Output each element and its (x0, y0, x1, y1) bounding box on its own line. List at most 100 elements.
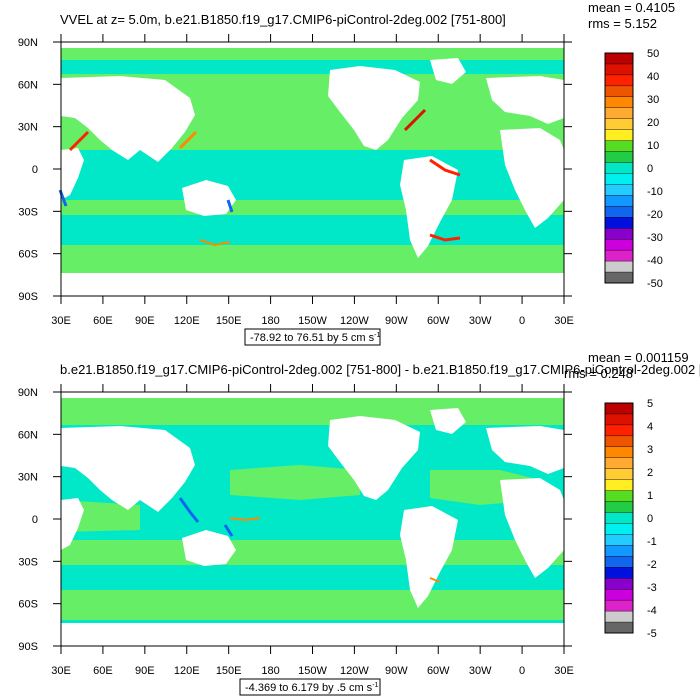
colorbar-swatch (604, 534, 634, 546)
positive-anomaly-patches (61, 397, 564, 620)
lat-tick-label: 60N (18, 79, 38, 91)
lon-tick-label: 0 (519, 315, 525, 327)
lon-tick-label: 90W (385, 665, 408, 677)
colorbar-swatch (604, 184, 634, 196)
colorbar-label: 3 (647, 444, 653, 456)
lon-tick-label: 60E (93, 665, 113, 677)
lat-tick-label: 0 (32, 164, 38, 176)
mean-stat: mean = 0.4105 (588, 0, 675, 15)
lon-tick-label: 150E (216, 665, 242, 677)
lon-tick-label: 150E (216, 315, 242, 327)
colorbar-swatch (604, 173, 634, 185)
colorbar-label: -3 (647, 582, 657, 594)
colorbar-swatch (604, 85, 634, 98)
lat-tick-label: 90N (18, 387, 38, 399)
lat-tick-label: 30S (18, 206, 38, 218)
panel-top: VVEL at z= 5.0m, b.e21.B1850.f19_g17.CMI… (18, 0, 675, 346)
lon-tick-label: 150W (298, 665, 327, 677)
lon-tick-label: 60E (93, 315, 113, 327)
rms-stat: rms = 5.152 (588, 16, 657, 31)
colorbar-swatch (604, 556, 634, 568)
colorbar-swatch (604, 490, 634, 503)
colorbar: 5 4 3 2 1 0 -1 -2 -3 -4 -5 (604, 398, 657, 640)
lat-tick-label: 60N (18, 429, 38, 441)
colorbar: 50 40 30 20 10 0 -10 -20 -30 -40 -50 (604, 48, 663, 290)
latitude-labels: 90N 60N 30N 0 30S 60S 90S (18, 37, 38, 303)
colorbar-label: 20 (647, 117, 659, 129)
range-label-box: -4.369 to 6.179 by .5 cm s-1 (239, 678, 381, 696)
colorbar-label: -50 (647, 278, 663, 290)
colorbar-swatch (604, 107, 634, 120)
lat-tick-label: 30N (18, 472, 38, 484)
longitude-labels: 30E 60E 90E 120E 150E 180 150W 120W 90W 60W 30W 0 30… (51, 315, 574, 327)
colorbar-swatch (604, 238, 634, 251)
svg-text:-78.92 to 76.51 by 5 cm s-1: -78.92 to 76.51 by 5 cm s-1 (250, 332, 380, 344)
colorbar-swatch (604, 217, 634, 229)
northern-band (61, 60, 564, 74)
lat-tick-label: 90S (18, 641, 38, 653)
colorbar-swatch (604, 63, 634, 76)
colorbar-swatch (604, 446, 634, 459)
colorbar-swatch (604, 457, 634, 470)
lat-tick-label: 30N (18, 122, 38, 134)
colorbar-swatch (604, 162, 634, 174)
lon-tick-label: 60W (427, 665, 450, 677)
lon-tick-label: 120E (174, 315, 200, 327)
lon-tick-label: 180 (261, 315, 279, 327)
lon-tick-label: 90W (385, 315, 408, 327)
colorbar-swatch (604, 588, 634, 601)
range-units-exponent: -1 (374, 332, 380, 339)
colorbar-label: 30 (647, 94, 659, 106)
range-label: -4.369 to 6.179 by .5 cm s (245, 682, 373, 694)
colorbar-swatch (604, 74, 634, 87)
colorbar-label: 1 (647, 490, 653, 502)
rms-stat: rms = 0.248 (564, 366, 633, 381)
lon-tick-label: 150W (298, 315, 327, 327)
colorbar-label: -10 (647, 186, 663, 198)
colorbar-swatch (604, 118, 634, 131)
lon-tick-label: 120W (340, 665, 369, 677)
colorbar-swatch (604, 249, 634, 262)
southern-band (61, 215, 564, 245)
colorbar-swatch (604, 610, 634, 623)
colorbar-swatch (604, 402, 634, 415)
colorbar-frame (604, 402, 634, 634)
map-area (60, 391, 565, 647)
colorbar-swatch (604, 545, 634, 557)
colorbar-swatch (604, 501, 634, 514)
lat-tick-label: 60S (18, 599, 38, 611)
lat-tick-label: 60S (18, 249, 38, 261)
lon-tick-label: 30E (51, 315, 71, 327)
colorbar-swatch (604, 271, 634, 284)
colorbar-label: 5 (647, 398, 653, 410)
colorbar-swatch (604, 129, 634, 142)
colorbar-label: 2 (647, 467, 653, 479)
colorbar-swatch (604, 424, 634, 437)
longitude-labels: 30E 60E 90E 120E 150E 180 150W 120W 90W 60W 30W 0 30… (51, 665, 574, 677)
colorbar-swatch (604, 512, 634, 524)
colorbar-swatch (604, 523, 634, 535)
colorbar-label: 0 (647, 513, 653, 525)
range-label-box: -78.92 to 76.51 by 5 cm s-1 (244, 328, 381, 346)
colorbar-label: -40 (647, 255, 663, 267)
panel-title: VVEL at z= 5.0m, b.e21.B1850.f19_g17.CMI… (60, 12, 506, 27)
colorbar-label: 4 (647, 421, 653, 433)
latitude-labels: 90N 60N 30N 0 30S 60S 90S (18, 387, 38, 653)
colorbar-swatch (604, 413, 634, 426)
colorbar-label: -5 (647, 628, 657, 640)
colorbar-swatch (604, 621, 634, 634)
map-area (58, 41, 565, 297)
lon-tick-label: 90E (135, 315, 155, 327)
lon-tick-label: 30W (469, 315, 492, 327)
anomaly-hotspots (178, 497, 441, 583)
range-label: -78.92 to 76.51 by 5 cm s (250, 332, 375, 344)
mean-stat: mean = 0.001159 (588, 350, 689, 365)
panel-title-clip: b.e21.B1850.f19_g17.CMIP6-piControl-2deg… (60, 362, 700, 377)
lat-tick-label: 90S (18, 291, 38, 303)
colorbar-swatch (604, 195, 634, 207)
colorbar-swatch (604, 206, 634, 218)
svg-text:-4.369 to 6.179 by .5 cm s-1: -4.369 to 6.179 by .5 cm s-1 (245, 682, 379, 694)
colorbar-label: -20 (647, 209, 663, 221)
land-masses (61, 392, 564, 646)
